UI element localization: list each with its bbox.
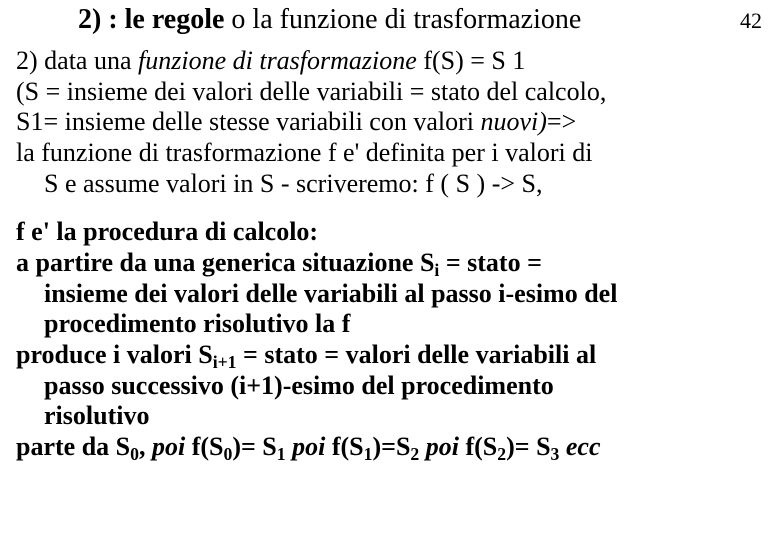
p2-l2b: i — [434, 260, 439, 280]
p2-l8f: 0 — [223, 444, 232, 464]
p2-l8q: f(S — [459, 432, 497, 461]
p2-l8h: 1 — [277, 444, 286, 464]
p2-l8p: poi — [426, 432, 459, 461]
paragraph-1: 2) data una funzione di trasformazione f… — [16, 46, 764, 199]
p2-l1: f e' la procedura di calcolo: — [16, 217, 318, 246]
p1-l3c: => — [547, 107, 576, 136]
p1-l3b: nuovi) — [481, 107, 547, 136]
p2-l8b: 0 — [130, 444, 139, 464]
p2-l7: risolutivo — [44, 401, 149, 430]
p1-l1b: funzione di trasformazione — [138, 46, 417, 75]
slide-page: 2) : le regole o la funzione di trasform… — [0, 0, 780, 463]
page-number: 42 — [740, 8, 764, 34]
header-row: 2) : le regole o la funzione di trasform… — [16, 4, 764, 36]
p2-l2c: = stato = — [439, 248, 542, 277]
p2-l5c: = stato = valori delle variabili al — [237, 340, 597, 369]
p2-l8n: 2 — [410, 444, 419, 464]
p2-l8m: )=S — [372, 432, 410, 461]
p1-l1c: f(S) = S 1 — [417, 46, 526, 75]
p1-l2: (S = insieme dei valori delle variabili … — [16, 77, 606, 106]
paragraph-2: f e' la procedura di calcolo: a partire … — [16, 217, 764, 462]
title-rest: o la funzione di trasformazione — [231, 4, 581, 35]
p2-l3: insieme dei valori delle variabili al pa… — [44, 279, 617, 308]
p2-l8a: parte da S — [16, 432, 130, 461]
p2-l8g: )= S — [232, 432, 276, 461]
p2-l8e: f(S — [185, 432, 223, 461]
p2-l2a: a partire da una generica situazione S — [16, 248, 434, 277]
title-bold-1: le regole — [118, 4, 232, 35]
title-prefix: 2) — [78, 4, 108, 35]
title-sep: : — [108, 4, 117, 35]
p2-l5a: produce i valori S — [16, 340, 213, 369]
p2-l8t: 3 — [551, 444, 560, 464]
p1-l4: la funzione di trasformazione f e' defin… — [16, 138, 592, 167]
p2-l8j: poi — [292, 432, 325, 461]
p2-l8k: f(S — [325, 432, 363, 461]
p2-l5b: i+1 — [213, 352, 237, 372]
p1-l3a: S1= insieme delle stesse variabili con v… — [16, 107, 481, 136]
p2-l6: passo successivo (i+1)-esimo del procedi… — [44, 371, 554, 400]
p1-l1a: 2) data una — [16, 46, 138, 75]
p2-l8c: , — [139, 432, 152, 461]
p2-l8d: poi — [152, 432, 185, 461]
p2-l8s: )= S — [506, 432, 550, 461]
p2-l4: procedimento risolutivo la f — [44, 309, 350, 338]
slide-title: 2) : le regole o la funzione di trasform… — [16, 4, 581, 36]
p2-l8v: ecc — [566, 432, 601, 461]
p1-l5: S e assume valori in S - scriveremo: f (… — [16, 169, 764, 200]
p2-l8r: 2 — [497, 444, 506, 464]
p2-l8l: 1 — [364, 444, 373, 464]
